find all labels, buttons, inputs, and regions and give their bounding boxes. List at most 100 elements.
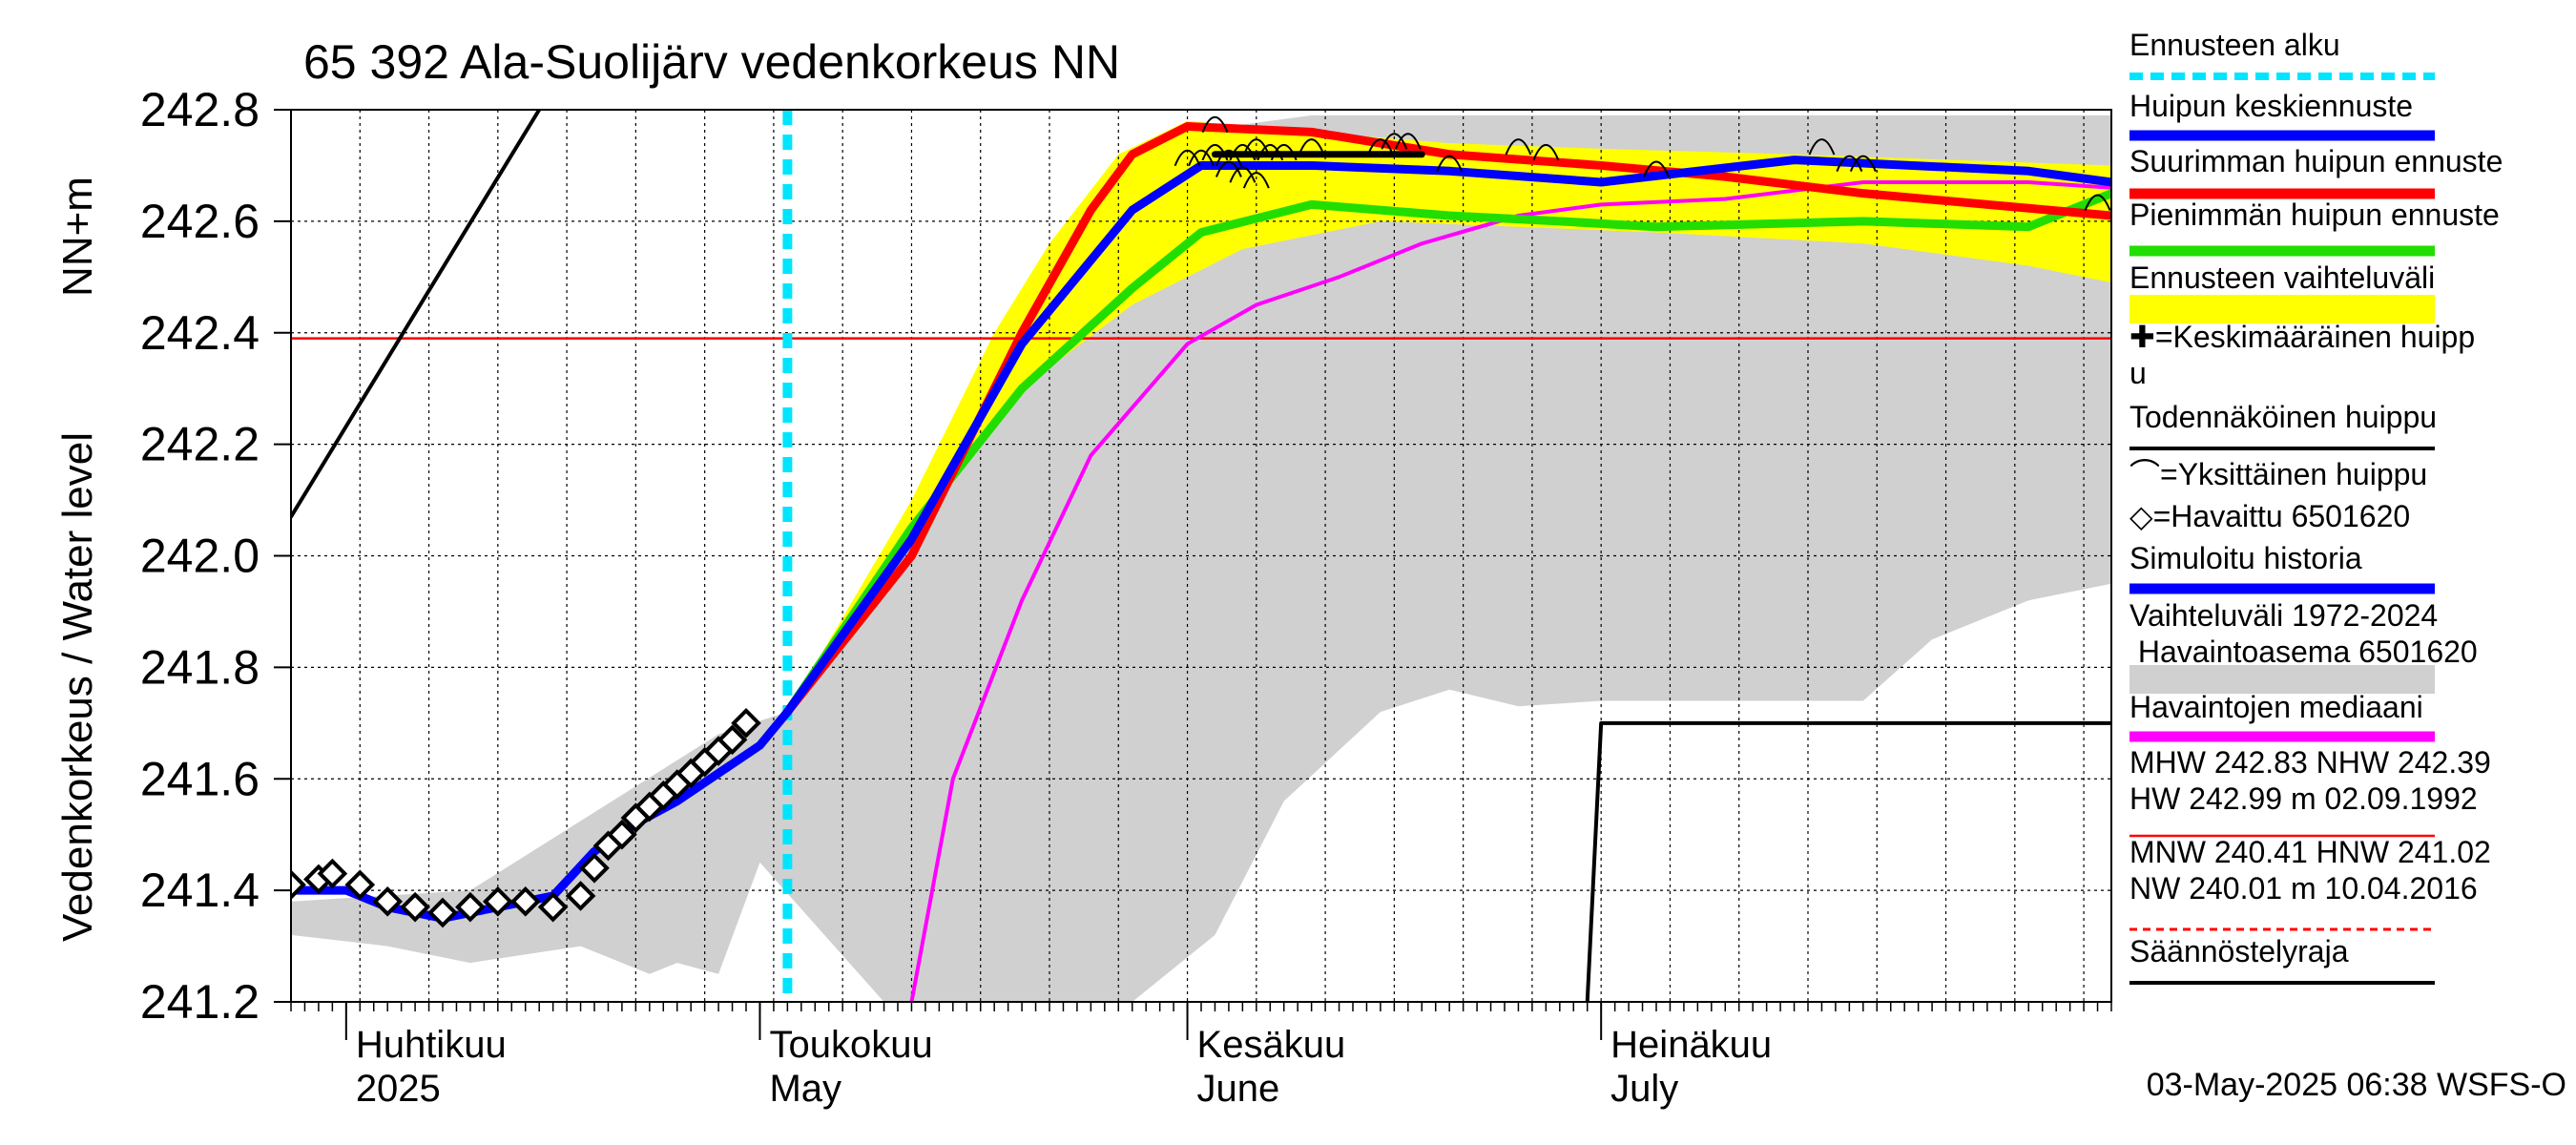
individual-peak-marker bbox=[1201, 143, 1229, 161]
observed-point bbox=[509, 885, 541, 917]
legend-label: ⌒=Yksittäinen huippu bbox=[2129, 457, 2427, 491]
individual-peak-marker bbox=[1242, 172, 1270, 189]
observed-point bbox=[717, 724, 748, 756]
observed-point bbox=[455, 891, 486, 923]
legend-label: Ennusteen vaihteluväli bbox=[2129, 260, 2435, 295]
legend-item: Havaintojen mediaani bbox=[2129, 690, 2435, 742]
month-label-fi: Huhtikuu bbox=[356, 1024, 507, 1066]
legend-item: MHW 242.83 NHW 242.39 HW 242.99 m 02.09.1… bbox=[2129, 745, 2491, 838]
legend-label: Havaintojen mediaani bbox=[2129, 690, 2423, 724]
legend-item: ⌒=Yksittäinen huippu bbox=[2129, 457, 2427, 491]
legend-label: Ennusteen alku bbox=[2129, 28, 2340, 62]
individual-peak-marker bbox=[1188, 149, 1215, 167]
y-axis-unit: NN+m bbox=[54, 177, 101, 297]
y-axis-label: Vedenkorkeus / Water level bbox=[54, 432, 101, 942]
month-label-fi: Toukokuu bbox=[769, 1024, 932, 1066]
legend-item: ◇=Havaittu 6501620 bbox=[2129, 499, 2410, 533]
axes-layer: 242.8 242.6 242.4 242.2 242.0 241.8 241.6 241.4… bbox=[140, 83, 2112, 1110]
legend-item: Säännöstelyraja bbox=[2129, 934, 2435, 985]
legend-label: Huipun keskiennuste bbox=[2129, 89, 2413, 123]
individual-peak-marker bbox=[1436, 155, 1464, 172]
individual-peak-marker bbox=[1270, 143, 1298, 161]
individual-peak-marker bbox=[1366, 138, 1394, 156]
observed-point bbox=[579, 852, 610, 884]
legend-item: Suurimman huipun ennuste bbox=[2129, 144, 2503, 199]
individual-peak-marker bbox=[1229, 166, 1257, 183]
observed-point bbox=[344, 869, 376, 901]
month-label-fi: Kesäkuu bbox=[1197, 1024, 1346, 1066]
individual-peak-marker bbox=[1849, 155, 1877, 172]
individual-peak-marker bbox=[1505, 138, 1532, 156]
individual-peak-marker bbox=[1242, 138, 1270, 156]
legend-item: Ennusteen alku bbox=[2129, 28, 2435, 80]
month-label-fi: Heinäkuu bbox=[1610, 1024, 1772, 1066]
y-tick-label: 242.2 bbox=[140, 418, 260, 471]
observed-point bbox=[537, 891, 569, 923]
legend-label: ◇=Havaittu 6501620 bbox=[2129, 499, 2410, 533]
observed-point bbox=[291, 869, 306, 901]
individual-peak-marker bbox=[1808, 138, 1836, 156]
observed-point bbox=[731, 707, 761, 739]
bands-layer bbox=[291, 114, 2111, 1002]
legend-label: Vaihteluväli 1972-2024 Havaintoasema 650… bbox=[2129, 598, 2478, 669]
individual-peak-marker bbox=[1174, 149, 1201, 167]
observed-point bbox=[607, 819, 637, 850]
legend-label: Säännöstelyraja bbox=[2129, 934, 2349, 968]
observed-point bbox=[317, 858, 348, 889]
legend-item: Ennusteen vaihteluväli bbox=[2129, 260, 2435, 323]
individual-peak-marker bbox=[1229, 143, 1257, 161]
legend-label: Simuloitu historia bbox=[2129, 541, 2362, 575]
forecast-range-band bbox=[787, 120, 2111, 713]
month-label-en: July bbox=[1610, 1068, 1678, 1110]
legend-item: MNW 240.41 HNW 241.02 NW 240.01 m 10.04.2… bbox=[2129, 835, 2491, 931]
month-label-en: 2025 bbox=[356, 1068, 441, 1110]
individual-peak-marker bbox=[1201, 115, 1229, 134]
legend-item: ✚=Keskimääräinen huipp u bbox=[2129, 320, 2475, 390]
y-tick-label: 241.8 bbox=[140, 640, 260, 694]
y-tick-label: 242.8 bbox=[140, 83, 260, 136]
month-label-en: May bbox=[769, 1068, 841, 1110]
legend-label: Pienimmän huipun ennuste bbox=[2129, 198, 2500, 232]
legend-label: Todennäköinen huippu bbox=[2129, 400, 2437, 434]
y-tick-label: 241.4 bbox=[140, 864, 260, 917]
observed-point bbox=[372, 885, 404, 917]
month-label-en: June bbox=[1197, 1068, 1280, 1110]
series-layer bbox=[291, 110, 2111, 1002]
individual-peak-marker bbox=[1394, 133, 1422, 150]
individual-peak-marker bbox=[1298, 138, 1325, 156]
y-tick-label: 241.2 bbox=[140, 975, 260, 1029]
individual-peak-marker bbox=[1532, 143, 1560, 161]
plot-frame bbox=[290, 109, 2112, 1003]
individual-peak-marker bbox=[1257, 143, 1284, 161]
legend-item: Huipun keskiennuste bbox=[2129, 89, 2435, 141]
history-range-band bbox=[291, 114, 2111, 1002]
probable-peak-trend-line bbox=[291, 110, 542, 519]
individual-peak-marker bbox=[1215, 160, 1242, 177]
footer-timestamp: 03-May-2025 06:38 WSFS-O bbox=[2147, 1067, 2566, 1103]
individual-peak-marker bbox=[1215, 149, 1242, 167]
legend: Ennusteen alku Huipun keskiennuste Suurimm… bbox=[2129, 28, 2503, 985]
y-tick-label: 241.6 bbox=[140, 752, 260, 805]
y-tick-label: 242.6 bbox=[140, 195, 260, 248]
observed-point bbox=[482, 885, 513, 917]
individual-peak-marker bbox=[1836, 155, 1863, 172]
y-tick-label: 242.0 bbox=[140, 530, 260, 583]
individual-peak-marker bbox=[1381, 133, 1408, 150]
legend-item: Simuloitu historia bbox=[2129, 541, 2435, 594]
observed-point bbox=[565, 881, 596, 911]
legend-item: Todennäköinen huippu bbox=[2129, 400, 2437, 450]
legend-item: Vaihteluväli 1972-2024 Havaintoasema 650… bbox=[2129, 598, 2478, 694]
legend-label: ✚=Keskimääräinen huipp u bbox=[2129, 320, 2475, 390]
legend-label: MNW 240.41 HNW 241.02 NW 240.01 m 10.04.2… bbox=[2129, 835, 2491, 906]
median-line bbox=[909, 179, 2111, 1002]
legend-label: MHW 242.83 NHW 242.39 HW 242.99 m 02.09.1… bbox=[2129, 745, 2491, 816]
min-peak-forecast-line bbox=[782, 189, 2111, 717]
y-tick-label: 242.4 bbox=[140, 306, 260, 360]
legend-item: Pienimmän huipun ennuste bbox=[2129, 198, 2500, 257]
observed-point bbox=[427, 897, 458, 928]
observed-point bbox=[400, 891, 430, 923]
individual-peak-marker bbox=[2084, 194, 2111, 211]
chart-title: 65 392 Ala-Suolijärv vedenkorkeus NN bbox=[303, 35, 1120, 89]
regulation-limit-line bbox=[1585, 720, 2111, 1002]
